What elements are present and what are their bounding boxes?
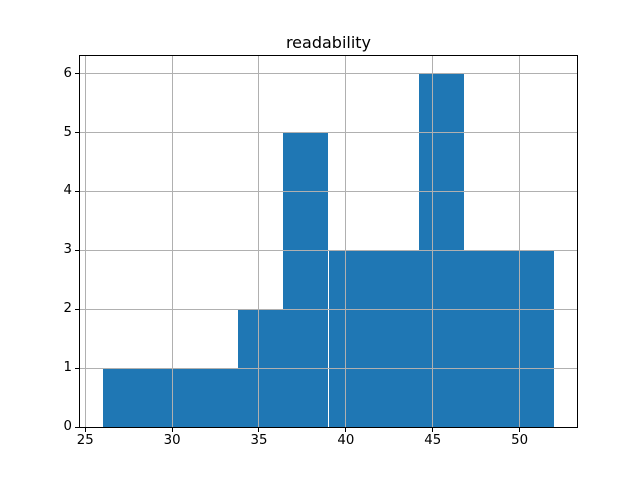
y-tick-mark (75, 426, 79, 428)
vertical-gridline (519, 56, 521, 427)
y-tick-label: 4 (63, 183, 72, 199)
y-tick-label: 0 (63, 419, 72, 434)
vertical-gridline (258, 56, 260, 427)
horizontal-gridline (80, 249, 577, 251)
horizontal-gridline (80, 73, 577, 75)
histogram-bar (464, 250, 510, 427)
x-tick-mark (258, 428, 260, 432)
histogram-bar (328, 250, 374, 427)
histogram-bar (283, 132, 329, 427)
x-tick-label: 50 (511, 433, 529, 448)
histogram-bar (102, 368, 148, 427)
y-tick-label: 5 (63, 124, 72, 140)
x-tick-label: 30 (163, 433, 181, 448)
vertical-gridline (171, 56, 173, 427)
vertical-gridline (345, 56, 347, 427)
x-tick-label: 45 (424, 433, 442, 448)
x-tick-mark (432, 428, 434, 432)
histogram-bar (147, 368, 193, 427)
y-tick-mark (75, 308, 79, 310)
histogram-bar (192, 368, 239, 427)
histogram-bar (373, 250, 419, 427)
y-tick-mark (75, 190, 79, 192)
x-tick-mark (345, 428, 347, 432)
x-tick-mark (519, 428, 521, 432)
y-tick-label: 2 (63, 301, 72, 317)
x-tick-label: 35 (250, 433, 268, 448)
histogram-bar (509, 250, 555, 427)
grid-layer (80, 56, 577, 427)
plot-area (80, 56, 577, 427)
vertical-gridline (84, 56, 86, 427)
horizontal-gridline (80, 190, 577, 192)
y-tick-mark (75, 249, 79, 251)
chart-title: readability (285, 33, 372, 52)
x-tick-label: 25 (76, 433, 94, 448)
y-tick-label: 3 (63, 242, 72, 258)
horizontal-gridline (80, 132, 577, 134)
y-tick-mark (75, 367, 79, 369)
axes-frame (79, 55, 578, 428)
horizontal-gridline (80, 367, 577, 369)
x-tick-mark (84, 428, 86, 432)
vertical-gridline (432, 56, 434, 427)
x-tick-mark (171, 428, 173, 432)
y-tick-label: 6 (63, 65, 72, 81)
x-tick-label: 40 (337, 433, 355, 448)
y-tick-label: 1 (63, 360, 72, 376)
y-tick-mark (75, 132, 79, 134)
horizontal-gridline (80, 308, 577, 310)
y-tick-mark (75, 73, 79, 75)
